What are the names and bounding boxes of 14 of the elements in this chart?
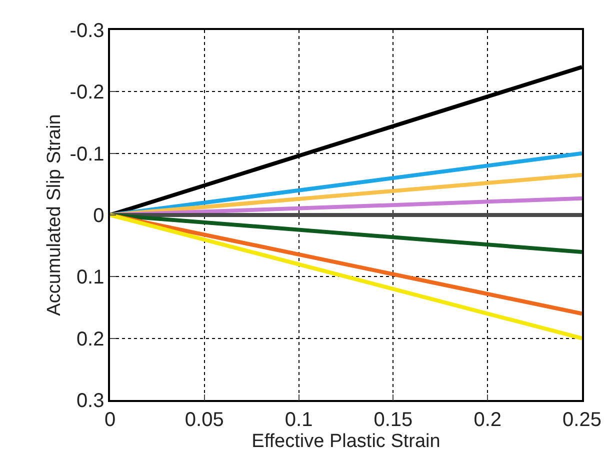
x-axis-title: Effective Plastic Strain (252, 431, 440, 452)
y-tick-label: 0.3 (76, 390, 104, 412)
x-tick-label: 0.25 (562, 408, 602, 431)
x-tick-label: 0.15 (374, 408, 413, 431)
y-tick-label: -0.1 (70, 143, 104, 166)
y-axis-title: Accumulated Slip Strain (44, 114, 66, 316)
x-tick-label: 0.2 (474, 408, 502, 431)
x-tick-label: 0.05 (184, 408, 224, 431)
y-tick-label: -0.3 (70, 20, 104, 42)
y-tick-label: 0.2 (76, 328, 104, 350)
y-tick-label: 0 (93, 205, 104, 227)
y-tick-label: -0.2 (70, 82, 104, 104)
x-tick-label: 0.1 (284, 408, 313, 431)
y-tick-label: 0.1 (76, 266, 104, 289)
